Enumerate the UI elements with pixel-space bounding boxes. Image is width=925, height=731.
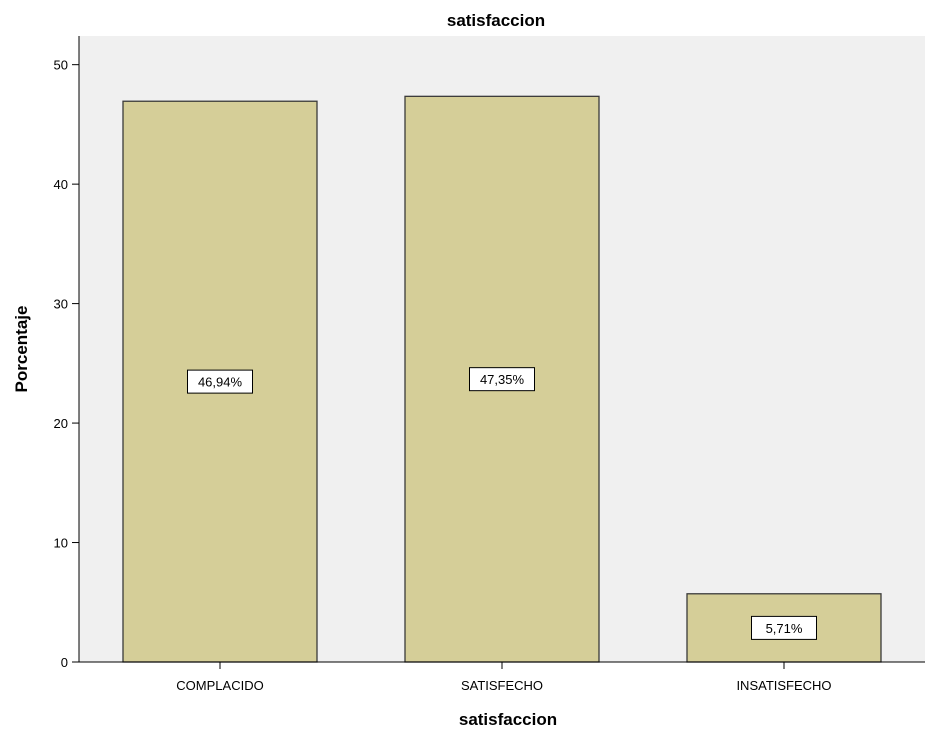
- y-tick-label: 40: [54, 177, 68, 192]
- y-tick-label: 20: [54, 416, 68, 431]
- data-label: 5,71%: [766, 621, 803, 636]
- data-label-box: [187, 369, 253, 394]
- x-tick-label: SATISFECHO: [461, 678, 543, 693]
- x-tick-label: COMPLACIDO: [176, 678, 263, 693]
- y-tick-label: 50: [54, 58, 68, 73]
- x-tick-label: INSATISFECHO: [736, 678, 831, 693]
- y-tick-label: 10: [54, 536, 68, 551]
- x-axis-title: satisfaccion: [459, 710, 557, 729]
- data-label: 47,35%: [480, 372, 525, 387]
- data-label-box: [751, 615, 817, 640]
- y-tick-label: 0: [61, 655, 68, 670]
- data-label: 46,94%: [198, 375, 243, 390]
- data-label-box: [469, 367, 535, 392]
- chart-title: satisfaccion: [447, 11, 545, 30]
- y-axis-title: Porcentaje: [12, 306, 31, 393]
- y-tick-label: 30: [54, 297, 68, 312]
